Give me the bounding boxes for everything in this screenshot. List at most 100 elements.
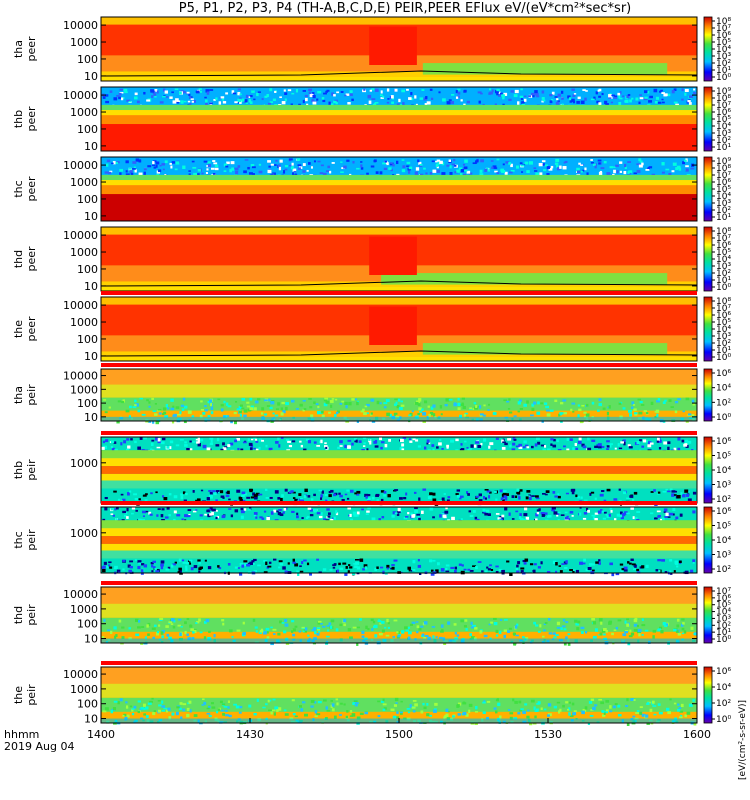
- panel-ylabel: thcpeer: [12, 176, 38, 202]
- panel-ylabel: thepeer: [12, 316, 38, 342]
- y-tick-label: 100: [77, 397, 98, 410]
- colorbar-tick-label: 10⁶: [716, 667, 731, 677]
- colorbar: [703, 16, 713, 82]
- colorbar-tick-label: 10⁹: [716, 87, 731, 97]
- colorbar-tick-label: 10⁵: [716, 38, 731, 48]
- colorbar-tick-label: 10⁵: [716, 452, 731, 462]
- y-tick-label: 1000: [70, 683, 98, 696]
- colorbar-tick-label: 10⁴: [716, 608, 731, 618]
- colorbar-tick-label: 10⁴: [716, 255, 731, 265]
- colorbar-tick-label: 10⁵: [716, 185, 731, 195]
- colorbar-tick-label: 10²: [716, 565, 731, 575]
- colorbar-tick-label: 10¹: [716, 628, 731, 638]
- colorbar-tick-label: 10⁶: [716, 178, 731, 188]
- colorbar-tick-label: 10³: [716, 129, 731, 139]
- colorbar-tick-label: 10³: [716, 481, 731, 491]
- colorbar-tick-label: 10⁰: [716, 283, 731, 293]
- y-tick-label: 100: [77, 193, 98, 206]
- colorbar-tick-label: 10⁵: [716, 115, 731, 125]
- y-tick-label: 10: [84, 70, 98, 83]
- y-tick-label: 1000: [70, 603, 98, 616]
- y-tick-label: 10: [84, 280, 98, 293]
- y-tick-label: 10000: [63, 89, 98, 102]
- colorbar-tick-label: 10⁰: [716, 73, 731, 83]
- colorbar-tick-label: 10⁶: [716, 241, 731, 251]
- colorbar: [703, 436, 713, 504]
- colorbar-tick-label: 10⁶: [716, 31, 731, 41]
- colorbar-tick-label: 10²: [716, 136, 731, 146]
- y-tick-label: 1000: [70, 36, 98, 49]
- y-tick-label: 10000: [63, 668, 98, 681]
- colorbar-tick-label: 10⁹: [716, 157, 731, 167]
- y-tick-label: 10000: [63, 370, 98, 383]
- colorbar: [703, 296, 713, 362]
- colorbar: [703, 586, 713, 644]
- colorbar-tick-label: 10⁸: [716, 164, 731, 174]
- colorbar: [703, 666, 713, 724]
- y-tick-label: 10: [84, 140, 98, 153]
- y-tick-label: 100: [77, 123, 98, 136]
- colorbar-tick-label: 10¹: [716, 143, 731, 153]
- colorbar-tick-label: 10⁷: [716, 101, 731, 111]
- x-tick-label: 1530: [534, 728, 562, 741]
- panel-ylabel: thapeir: [12, 384, 38, 406]
- colorbar-tick-label: 10⁵: [716, 318, 731, 328]
- y-tick-label: 1000: [70, 527, 98, 540]
- panel-thc-peir: 1000 thcpeir 10² 10³ 10⁴ 10⁵ 10⁶: [12, 501, 731, 577]
- colorbar-tick-label: 10²: [716, 699, 731, 709]
- colorbar-tick-label: 10³: [716, 614, 731, 624]
- colorbar-tick-label: 10⁴: [716, 683, 731, 693]
- colorbar-tick-label: 10²: [716, 339, 731, 349]
- colorbar-tick-label: 10⁴: [716, 122, 731, 132]
- panel-thd-peir: 10100100010000thdpeir10⁰10¹10²10³10⁴10⁵1…: [12, 581, 731, 646]
- colorbar-tick-label: 10⁵: [716, 601, 731, 611]
- panel-thb-peer: 10100100010000thbpeer10¹10²10³10⁴10⁵10⁶1…: [12, 86, 731, 153]
- colorbar-tick-label: 10⁶: [716, 108, 731, 118]
- colorbar-tick-label: 10⁵: [716, 248, 731, 258]
- y-tick-label: 10000: [63, 588, 98, 601]
- y-tick-label: 10000: [63, 159, 98, 172]
- colorbar-tick-label: 10²: [716, 59, 731, 69]
- panel-ylabel: thcpeir: [12, 529, 38, 551]
- y-tick-label: 1000: [70, 383, 98, 396]
- y-tick-label: 1000: [70, 176, 98, 189]
- colorbar-tick-label: 10⁷: [716, 234, 731, 244]
- colorbar-tick-label: 10¹: [716, 213, 731, 223]
- y-tick-label: 1000: [70, 246, 98, 259]
- y-tick-label: 100: [77, 263, 98, 276]
- colorbar-tick-label: 10⁴: [716, 466, 731, 476]
- colorbar-tick-label: 10⁰: [716, 413, 731, 423]
- panel-thd-peer: 10100100010000thdpeer10⁰10¹10²10³10⁴10⁵1…: [12, 226, 731, 293]
- y-tick-label: 1000: [70, 316, 98, 329]
- y-tick-label: 10000: [63, 19, 98, 32]
- x-tick-label: 1430: [236, 728, 264, 741]
- colorbar-tick-label: 10⁸: [716, 227, 731, 237]
- colorbar: [703, 368, 713, 422]
- panel-ylabel: thepeir: [12, 684, 38, 706]
- colorbar-unit-label: [eV/(cm²-s-sr-eV)]: [738, 700, 748, 780]
- y-tick-label: 100: [77, 618, 98, 631]
- colorbar-tick-label: 10¹: [716, 66, 731, 76]
- x-tick-label: 1600: [683, 728, 711, 741]
- colorbar-tick-label: 10⁶: [716, 369, 731, 379]
- y-tick-label: 10000: [63, 299, 98, 312]
- colorbar-tick-label: 10¹: [716, 346, 731, 356]
- y-tick-label: 10: [84, 411, 98, 424]
- time-format-label: hhmm: [4, 728, 39, 741]
- colorbar-tick-label: 10⁴: [716, 192, 731, 202]
- y-tick-label: 1000: [70, 106, 98, 119]
- y-tick-label: 10: [84, 633, 98, 646]
- panel-tha-peer: 10100100010000thapeer10⁰10¹10²10³10⁴10⁵1…: [12, 16, 731, 83]
- x-tick-label: 1500: [385, 728, 413, 741]
- date-label: 2019 Aug 04: [4, 740, 74, 753]
- colorbar-tick-label: 10⁶: [716, 594, 731, 604]
- panel-ylabel: thbpeir: [12, 459, 38, 481]
- colorbar-tick-label: 10⁷: [716, 171, 731, 181]
- colorbar-tick-label: 10⁶: [716, 507, 731, 517]
- colorbar-tick-label: 10²: [716, 398, 731, 408]
- colorbar-tick-label: 10⁷: [716, 587, 731, 597]
- colorbar: [703, 226, 713, 292]
